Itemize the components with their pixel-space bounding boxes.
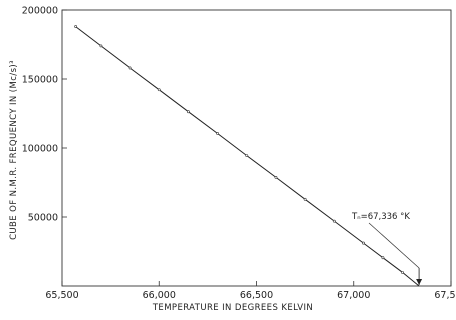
data-point <box>245 154 249 157</box>
data-point <box>332 219 336 223</box>
x-tick-label: 67,500 <box>434 290 456 301</box>
annotation-label: Tₙ=67,336 °K <box>351 212 410 222</box>
y-axis-title: CUBE OF N.M.R. FREQUENCY IN (Mc/s)³ <box>9 60 19 240</box>
annotation-leader <box>368 222 420 269</box>
data-point <box>157 88 161 92</box>
x-tick-label: 66,500 <box>240 290 273 301</box>
data-point <box>99 44 103 48</box>
data-point <box>362 241 365 245</box>
data-point <box>400 270 404 274</box>
x-tick-label: 65,500 <box>45 290 78 301</box>
x-axis-title: TEMPERATURE IN DEGREES KELVIN <box>152 303 313 313</box>
y-tick-label: 50000 <box>28 213 58 224</box>
annotation-arrow-head <box>416 279 423 285</box>
series-line <box>75 26 420 287</box>
data-point <box>216 132 220 135</box>
y-tick-label: 150000 <box>22 75 58 86</box>
data-point <box>74 25 78 28</box>
data-point <box>187 110 190 114</box>
x-tick-label: 67,000 <box>337 290 370 301</box>
data-point <box>128 66 132 70</box>
data-point <box>381 256 385 260</box>
x-tick-label: 66,000 <box>143 290 176 301</box>
data-point <box>303 197 307 201</box>
y-tick-label: 200000 <box>22 6 58 17</box>
y-tick-label: 100000 <box>22 144 58 155</box>
data-point <box>274 175 278 179</box>
